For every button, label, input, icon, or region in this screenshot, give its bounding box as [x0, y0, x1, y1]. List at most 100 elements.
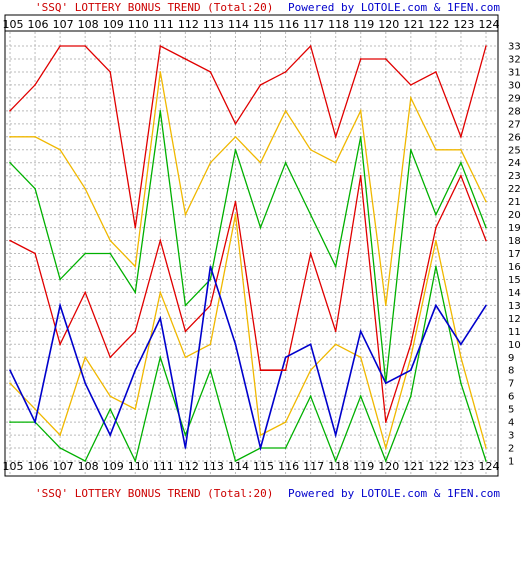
data-point	[234, 343, 237, 346]
x-tick-label-top: 113	[203, 18, 224, 31]
data-point	[84, 382, 86, 384]
data-point	[334, 161, 337, 164]
y-tick-label: 33	[508, 42, 521, 53]
data-point	[309, 45, 312, 47]
data-point	[410, 97, 412, 99]
axes	[4, 14, 499, 477]
data-point	[159, 291, 162, 294]
series-line-7	[9, 266, 487, 452]
data-point	[410, 84, 412, 86]
y-tick-label: 20	[508, 210, 521, 221]
x-tick-label-bottom: 122	[428, 460, 449, 473]
data-point	[309, 369, 312, 372]
y-tick-label: 29	[508, 93, 521, 104]
y-tick-label: 32	[508, 54, 521, 65]
data-point	[410, 369, 412, 372]
data-point	[485, 200, 487, 203]
data-point	[435, 265, 437, 268]
data-point	[59, 45, 61, 47]
x-tick-label-bottom: 105	[3, 460, 24, 473]
data-point	[34, 421, 36, 423]
series-line-3	[9, 110, 487, 384]
data-point	[359, 110, 362, 112]
y-tick-label: 31	[508, 67, 521, 78]
y-tick-label: 18	[508, 236, 521, 247]
y-tick-label: 13	[508, 301, 521, 312]
data-point	[84, 252, 86, 255]
x-tick-label-top: 122	[428, 18, 449, 31]
data-point	[109, 395, 112, 397]
y-tick-label: 30	[508, 80, 521, 91]
x-tick-label-top: 106	[28, 18, 49, 31]
data-point	[234, 135, 237, 138]
data-point	[309, 343, 312, 346]
data-point	[9, 161, 11, 164]
x-tick-label-bottom: 118	[328, 460, 349, 473]
x-tick-label-bottom: 111	[153, 460, 174, 473]
data-point	[485, 460, 487, 462]
data-point	[184, 434, 187, 436]
data-point	[384, 382, 387, 384]
data-point	[34, 187, 36, 190]
data-point	[59, 434, 61, 436]
data-point	[184, 58, 187, 60]
data-point	[9, 421, 11, 423]
data-point	[34, 135, 36, 138]
y-tick-label: 12	[508, 314, 521, 325]
data-point	[359, 356, 362, 359]
x-tick-label-bottom: 107	[53, 460, 74, 473]
x-tick-label-bottom: 106	[28, 460, 49, 473]
data-point	[184, 304, 187, 307]
x-tick-label-bottom: 121	[403, 460, 424, 473]
data-point	[234, 213, 237, 216]
x-tick-label-bottom: 116	[278, 460, 299, 473]
data-point	[159, 239, 162, 242]
series-lines	[9, 44, 487, 463]
x-tick-label-bottom: 109	[103, 460, 124, 473]
data-point	[435, 304, 437, 307]
x-tick-label-bottom: 123	[453, 460, 474, 473]
footer-title: 'SSQ' LOTTERY BONUS TREND (Total:20) Pow…	[35, 487, 500, 500]
data-point	[284, 71, 287, 73]
x-tick-label-top: 123	[453, 18, 474, 31]
data-point	[334, 135, 337, 138]
data-point	[334, 330, 337, 333]
data-point	[359, 58, 362, 60]
y-tick-label: 2	[508, 444, 514, 455]
x-tick-label-top: 105	[3, 18, 24, 31]
data-point	[59, 304, 61, 307]
y-tick-label: 16	[508, 262, 521, 273]
x-tick-label-top: 110	[128, 18, 149, 31]
x-tick-label-bottom: 124	[479, 460, 500, 473]
data-point	[259, 84, 262, 86]
x-tick-label-bottom: 117	[303, 460, 324, 473]
x-tick-label-bottom: 120	[378, 460, 399, 473]
x-tick-label-bottom: 113	[203, 460, 224, 473]
tick-labels: 1234567891011121314151617181920212223242…	[3, 18, 521, 473]
data-point	[109, 252, 112, 255]
data-point	[485, 45, 487, 47]
data-point	[59, 343, 61, 346]
data-point	[384, 421, 387, 423]
data-point	[9, 110, 11, 112]
x-tick-label-top: 111	[153, 18, 174, 31]
data-point	[485, 447, 487, 449]
data-point	[209, 343, 212, 346]
y-tick-label: 6	[508, 392, 514, 403]
plot-frame	[4, 14, 499, 477]
data-point	[59, 447, 61, 449]
data-point	[259, 434, 262, 436]
data-point	[359, 330, 362, 333]
data-point	[134, 460, 137, 462]
data-point	[309, 252, 312, 255]
y-tick-label: 27	[508, 119, 521, 130]
data-point	[284, 421, 287, 423]
data-point	[284, 356, 287, 359]
data-point	[410, 395, 412, 397]
data-point	[284, 369, 287, 372]
data-point	[209, 304, 212, 307]
data-point	[34, 84, 36, 86]
y-tick-label: 8	[508, 366, 514, 377]
data-point	[460, 148, 462, 151]
